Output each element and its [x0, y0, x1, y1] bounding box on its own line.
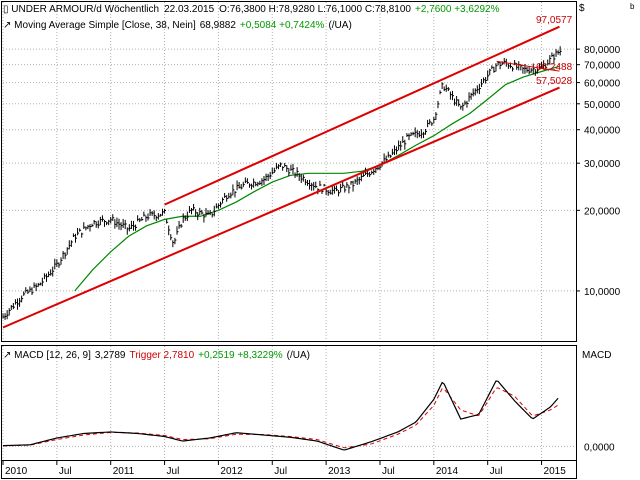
- macd-axis-label: 0,0000: [584, 442, 615, 453]
- macd-axis-title: MACD: [582, 350, 611, 361]
- ma-value: 68,9882: [200, 20, 237, 31]
- macd-layer: [2, 380, 559, 451]
- time-axis-label: 2014: [436, 466, 459, 477]
- time-axis-label: 2015: [544, 466, 567, 477]
- ohlc-values: O:76,3800 H:78,9280 L:76,1000 C:78,8100: [219, 4, 411, 15]
- time-axis-label: 2013: [328, 466, 351, 477]
- price-bars-layer: [2, 46, 562, 320]
- currency-label: $: [579, 3, 585, 14]
- upper-channel-value: 97,0577: [536, 15, 573, 26]
- trigger-line: [2, 387, 559, 449]
- time-axis-label: 2012: [220, 466, 243, 477]
- time-axis-label: Jul: [490, 466, 503, 477]
- grid-lines: [2, 2, 580, 465]
- price-axis-label: 70,0000: [584, 61, 621, 72]
- macd-name: MACD [12, 26, 9]: [14, 350, 91, 361]
- upper-channel-line: [164, 25, 560, 206]
- macd-header: ↗ MACD [12, 26, 9] 3,2789 Trigger 2,7810 +0…: [3, 350, 310, 361]
- price-change: +2,7600 +3,6292%: [415, 4, 500, 15]
- macd-line: [2, 380, 559, 451]
- macd-icon: ↗: [3, 350, 14, 361]
- ma-suffix: (/UA): [328, 20, 351, 31]
- moving-average-line: [74, 65, 560, 292]
- time-axis-label: Jul: [382, 466, 395, 477]
- middle-channel-line: [496, 60, 560, 72]
- header-line-2: ↗ Moving Average Simple [Close, 38, Nein…: [3, 20, 352, 31]
- chart-icon: ▯: [3, 4, 11, 15]
- price-panel-frame: [1, 1, 577, 342]
- trend-channel-layer: [2, 25, 560, 329]
- macd-trigger: Trigger 2,7810: [129, 350, 194, 361]
- ma-icon: ↗: [3, 20, 14, 31]
- instrument-name: UNDER ARMOUR/d Wöchentlich: [11, 4, 159, 15]
- time-axis-frame: [1, 460, 577, 479]
- ma-change: +0,5084 +0,7424%: [240, 20, 325, 31]
- macd-panel-frame: [1, 345, 577, 461]
- lower-channel-line: [2, 86, 560, 329]
- macd-value: 3,2789: [95, 350, 126, 361]
- corner-mark: b: [630, 2, 635, 11]
- price-axis-label: 10,0000: [584, 287, 621, 298]
- macd-change: +0,2519 +8,3229%: [198, 350, 283, 361]
- time-axis-label: Jul: [59, 466, 72, 477]
- ma-name: Moving Average Simple [Close, 38, Nein]: [14, 20, 196, 31]
- time-axis-label: 2011: [113, 466, 135, 477]
- header-line-1: ▯ UNDER ARMOUR/d Wöchentlich 22.03.2015 O:…: [3, 4, 500, 15]
- middle-channel-value: 66,2488: [536, 62, 573, 73]
- price-axis-label: 40,0000: [584, 126, 621, 137]
- time-axis-label: Jul: [167, 466, 180, 477]
- price-axis-label: 30,0000: [584, 159, 621, 170]
- price-axis-label: 60,0000: [584, 79, 621, 90]
- moving-average-layer: [74, 65, 560, 292]
- price-axis-label: 80,0000: [584, 45, 621, 56]
- macd-suffix: (/UA): [287, 350, 310, 361]
- header-date: 22.03.2015: [164, 4, 214, 15]
- time-axis-label: Jul: [274, 466, 287, 477]
- price-axis-label: 50,0000: [584, 100, 621, 111]
- axis-labels-layer: 80,0000 70,0000 60,0000 50,0000 40,0000 30,00…: [5, 45, 621, 477]
- price-axis-label: 20,0000: [584, 206, 621, 217]
- time-axis-label: 2010: [5, 466, 28, 477]
- lower-channel-value: 57,5028: [536, 76, 573, 87]
